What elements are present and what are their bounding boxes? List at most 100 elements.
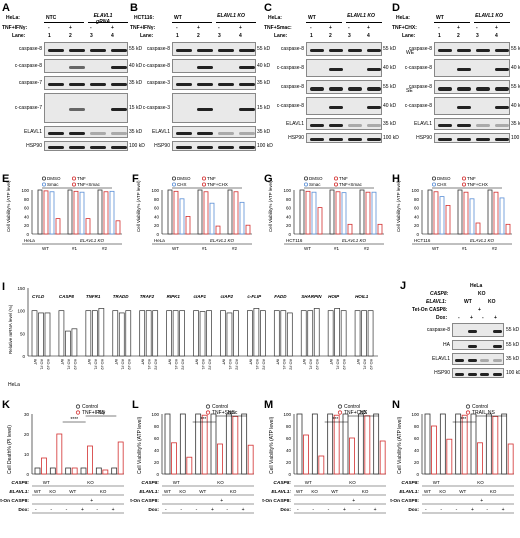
band <box>480 372 489 376</box>
bar-TNF+CHX <box>333 414 340 475</box>
blot-strip <box>172 76 256 90</box>
y-axis-label: Cell Viability% (ATP level) <box>136 180 141 232</box>
blot-row-label: ELAVL1 <box>286 121 304 127</box>
bar-KO #2 <box>98 308 105 357</box>
bar-Control <box>80 467 87 475</box>
y-tick-label: 20 <box>286 460 292 465</box>
gene-label: CASP8 <box>59 294 75 299</box>
bar-TNF+IFNγ <box>71 467 78 475</box>
table-cell: + <box>480 498 483 504</box>
bar-KO #1 <box>334 308 341 357</box>
group-label: #2 <box>492 246 498 251</box>
mw-marker: 40 kD <box>383 65 397 71</box>
treatment-sign: + <box>239 25 242 31</box>
group-label-1: WT <box>174 15 182 21</box>
band <box>438 137 452 141</box>
mw-marker: 55 kD <box>506 327 520 333</box>
blot-strip <box>452 340 504 350</box>
bar-DMSO <box>67 189 73 235</box>
blot-strip <box>434 80 510 94</box>
band <box>111 82 127 86</box>
bar-TNF+CHX <box>379 440 386 475</box>
bar-CHX <box>469 198 475 235</box>
y-axis-label: Cell Viability% (ATP level) <box>396 180 401 232</box>
chart-M: M 100 80 60 40 20 0 Cell Viability% (ATP level)… <box>262 399 386 514</box>
y-tick-label: 0 <box>288 472 291 477</box>
band <box>495 86 509 91</box>
table-cell: WT <box>43 480 50 485</box>
band <box>476 137 490 141</box>
band <box>348 123 362 127</box>
panel-letter-A: A <box>2 2 10 14</box>
y-tick-label: 20 <box>154 460 160 465</box>
legend-label: TNF+CHX <box>467 182 488 187</box>
cell-line-label: HeLa <box>24 238 35 243</box>
elavl-wt: WT <box>464 299 472 305</box>
x-category-label: WT <box>356 359 360 366</box>
bar-TNF+CHX <box>364 415 371 475</box>
group-label-1: WT <box>436 15 444 21</box>
blot-strip <box>434 133 510 143</box>
table-cell: KO <box>311 489 318 494</box>
bar-Control <box>342 413 349 475</box>
band <box>495 137 509 141</box>
table-cell: - <box>425 507 427 513</box>
treatment-sign: + <box>367 25 370 31</box>
band <box>329 86 343 91</box>
bar-KO #2 <box>44 312 51 357</box>
bar-Control <box>179 413 186 475</box>
bar-Smac <box>341 192 347 235</box>
x-category-label: WT <box>329 359 333 366</box>
blot-row-label: c-caspase-8 <box>276 103 304 109</box>
table-row-label: CASP8: <box>401 480 419 486</box>
panel-letter: I <box>2 281 5 293</box>
group-underline <box>306 22 342 23</box>
lane-number: 3 <box>90 33 93 39</box>
bar-Control <box>49 467 56 475</box>
bar-WT <box>247 310 253 357</box>
band <box>90 145 106 149</box>
chart-G: G 100 80 60 40 20 0 Cell Viability% (ATP level)… <box>264 173 384 251</box>
y-tick-label: 0 <box>26 472 29 477</box>
table-cell: - <box>96 507 98 513</box>
bar-DMSO <box>427 189 433 235</box>
table-cell: - <box>456 507 458 513</box>
band <box>476 123 490 127</box>
y-tick-label: 60 <box>154 206 160 211</box>
y-tick-label: 60 <box>286 206 292 211</box>
bar-Control <box>424 413 431 475</box>
bar-KO #2 <box>71 328 78 357</box>
legend-swatch <box>172 182 177 187</box>
bar-Control <box>34 467 41 475</box>
blot-strip <box>44 76 128 90</box>
band <box>367 67 381 71</box>
treatment-sign: - <box>176 25 178 31</box>
bar-TNF+IFNγ <box>41 457 47 475</box>
lane-label: Lane: <box>12 33 26 39</box>
table-cell: WT <box>305 480 312 485</box>
bar-KO #2 <box>286 312 293 357</box>
blot-row-label: caspase-7 <box>18 80 42 86</box>
group-label-1: NTC <box>46 15 57 21</box>
bar-KO #1 <box>172 310 179 357</box>
band <box>197 48 213 52</box>
teton-value: + <box>478 307 481 313</box>
x-category-label: WT <box>302 359 306 366</box>
bar-Control <box>373 413 380 475</box>
bar-WT <box>300 310 307 357</box>
band <box>176 131 192 135</box>
x-category-label: WT <box>114 359 118 366</box>
legend-swatch <box>72 176 77 181</box>
table-cell: WT <box>173 480 180 485</box>
band <box>69 107 85 111</box>
bar-TNF <box>493 191 499 235</box>
band <box>69 65 85 69</box>
legend-swatch <box>334 182 339 187</box>
legend-label: DMSO <box>47 176 61 181</box>
panel-letter: E <box>2 173 9 185</box>
bar-KO #2 <box>340 310 347 357</box>
y-tick-label: 0 <box>416 232 419 237</box>
legend-label: CHX <box>177 182 187 187</box>
band <box>310 86 324 91</box>
band <box>197 107 213 111</box>
